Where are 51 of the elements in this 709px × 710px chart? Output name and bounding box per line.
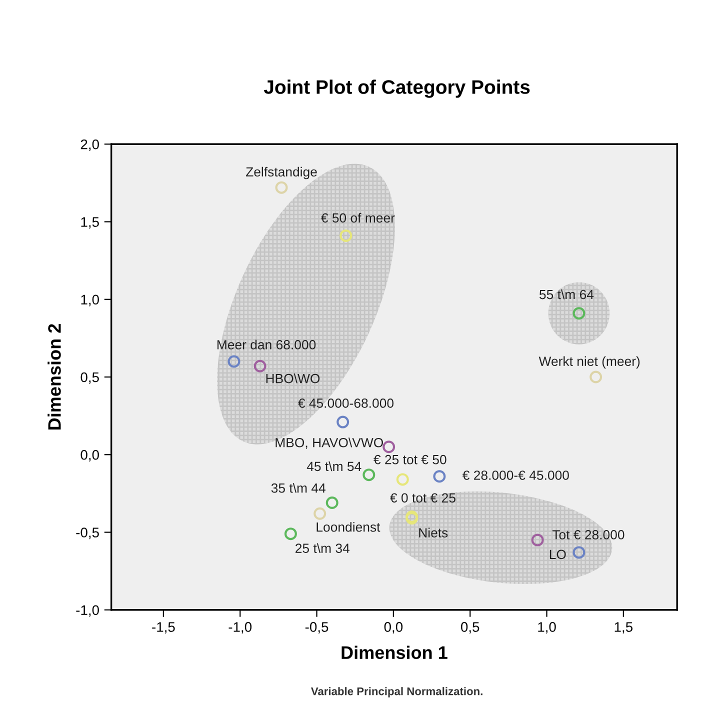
x-tick-label: 0,5 (460, 622, 480, 634)
annotation: € 25 tot € 50 (374, 454, 446, 464)
point (254, 360, 266, 372)
annotation: HBO\WO (266, 374, 320, 384)
point (340, 229, 352, 242)
y-tick-label: -0,5 (76, 528, 99, 540)
annotation: MBO, HAVO\VWO (276, 438, 383, 449)
point (433, 470, 446, 483)
annotation: Loondienst (316, 522, 380, 532)
annotation: 25 t\m 34 (296, 543, 350, 553)
annotation: € 28.000-€ 45.000 (462, 470, 569, 480)
annotation: Tot € 28.000 (552, 530, 624, 540)
chart-title: Joint Plot of Category Points (264, 80, 530, 98)
annotation: Zelfstandige (246, 166, 317, 180)
x-tick-label: -1,0 (228, 622, 252, 634)
annotation: Werkt niet (meer) (538, 356, 640, 369)
point (572, 546, 586, 559)
annotation: Niets (419, 528, 448, 538)
point (362, 468, 376, 482)
point (314, 507, 326, 520)
annotation: € 0 tot € 25 (390, 493, 456, 503)
y-tick-label: 1,5 (81, 217, 99, 229)
point (284, 528, 297, 540)
x-tick-label: -0,5 (305, 622, 328, 634)
annotation: 55 t\m 64 (539, 290, 594, 300)
annotation: 35 t\m 44 (271, 483, 326, 493)
y-tick-label: 1,0 (81, 294, 99, 306)
point (382, 440, 396, 454)
x-tick-label: 1,0 (538, 622, 556, 634)
annotation: € 50 of meer (321, 212, 395, 223)
y-axis-title: Dimension 2 (48, 324, 61, 430)
x-axis-title: Dimension 1 (342, 646, 448, 660)
y-tick-label: 0,0 (80, 450, 99, 462)
point (396, 473, 409, 486)
x-tick-label: -1,5 (152, 622, 175, 634)
annotation: € 45.000-68.000 (298, 398, 394, 408)
y-tick-label: 0,5 (80, 372, 99, 384)
point (275, 181, 288, 194)
annotation: Meer dan 68.000 (217, 340, 316, 350)
point (531, 534, 544, 546)
y-tick-label: 2,0 (80, 139, 99, 151)
text: Variable Principal Normalization. (310, 687, 482, 698)
point (228, 355, 240, 368)
annotation: LO (550, 550, 566, 560)
point (590, 370, 602, 384)
x-tick-label: 0,0 (384, 622, 403, 634)
annotation: 45 t\m 54 (306, 461, 362, 472)
x-tick-label: 1,5 (614, 622, 632, 634)
y-tick-label: -1,0 (76, 605, 99, 617)
point (336, 416, 350, 428)
point (326, 496, 338, 510)
